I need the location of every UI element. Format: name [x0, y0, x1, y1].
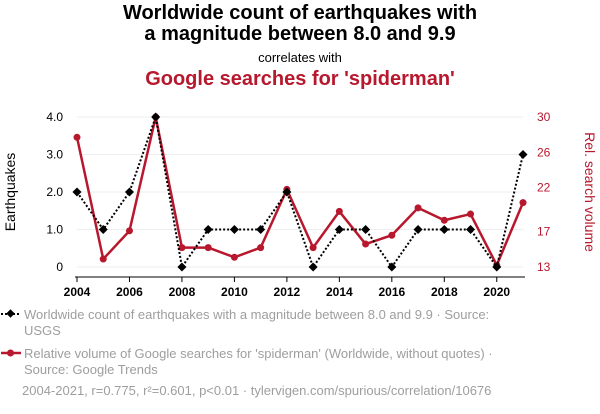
y-right-tick-label: 30 [537, 110, 551, 124]
series-earthquakes-point [177, 262, 187, 272]
series-earthquakes-point [518, 149, 528, 160]
x-tick-label: 2018 [431, 285, 458, 299]
series-searches-line [75, 115, 525, 267]
y-left-tick-label: 2.0 [46, 185, 63, 199]
legend-label-searches: Relative volume of Google searches for '… [24, 346, 493, 377]
correlation-footer: 2004-2021, r=0.775, r²=0.601, p<0.01 · t… [22, 383, 492, 398]
series-searches-point [230, 253, 238, 261]
y-right-tick-label: 26 [537, 145, 551, 159]
series-earthquakes-point [229, 224, 239, 235]
x-tick-label: 2014 [326, 285, 353, 299]
series-searches-point [99, 255, 107, 263]
series-searches-point [125, 227, 133, 235]
series-searches-point [178, 244, 186, 252]
series-earthquakes-point [203, 224, 213, 235]
series-searches-point [73, 133, 81, 141]
y-right-tick-label: 13 [537, 260, 551, 274]
y-left-tick-label: 3.0 [46, 148, 63, 162]
series-earthquakes-point [98, 224, 108, 235]
x-tick-label: 2012 [274, 285, 301, 299]
legend-label-earthquakes: Worldwide count of earthquakes with a ma… [24, 307, 490, 338]
series-searches-point [388, 231, 396, 239]
y-left-tick-label: 4.0 [46, 110, 63, 124]
series-searches-point [309, 244, 317, 252]
chart-title-series-2: Google searches for 'spiderman' [145, 68, 455, 90]
x-tick-label: 2010 [221, 285, 248, 299]
y-left-axis-title: Earthquakes [2, 153, 18, 232]
y-left-tick-label: 1.0 [46, 223, 63, 237]
x-tick-label: 2006 [116, 285, 143, 299]
y-right-axis-title: Rel. search volume [582, 132, 598, 252]
series-earthquakes-point [466, 224, 476, 235]
series-searches-point [519, 199, 527, 207]
y-left-tick-label: 0 [56, 260, 63, 274]
series-searches-point [204, 244, 212, 252]
x-tick-label: 2004 [64, 285, 91, 299]
series-earthquakes-point [439, 224, 449, 235]
x-tick-label: 2020 [483, 285, 510, 299]
correlates-with-label: correlates with [258, 50, 342, 65]
legend-item-searches: Relative volume of Google searches for '… [0, 346, 494, 378]
series-earthquakes-point [334, 224, 344, 235]
series-searches-point [362, 240, 370, 248]
series-earthquakes-point [151, 112, 161, 122]
series-searches-point [335, 207, 343, 215]
x-tick-label: 2016 [378, 285, 405, 299]
series-earthquakes-point [361, 224, 371, 235]
chart-title-line-2: a magnitude between 8.0 and 9.9 [144, 23, 456, 45]
x-tick-label: 2008 [169, 285, 196, 299]
y-right-tick-label: 17 [537, 225, 551, 239]
y-right-tick-label: 22 [537, 181, 551, 195]
chart-plot: 0 1.0 2.0 3.0 4.0 13 17 22 26 30 2004 2006 2008 2010 2… [2, 110, 598, 299]
chart-title-line-1: Worldwide count of earthquakes with [122, 2, 478, 24]
dotted-line-diamond-icon [1, 309, 21, 318]
series-earthquakes-point [124, 187, 134, 197]
series-searches-point [440, 216, 448, 224]
legend-item-earthquakes: Worldwide count of earthquakes with a ma… [0, 307, 494, 339]
series-earthquakes-point [72, 187, 82, 197]
series-earthquakes-point [308, 262, 318, 272]
series-searches-point [467, 210, 475, 218]
solid-line-circle-icon [1, 349, 21, 357]
series-searches-point [257, 244, 265, 252]
series-searches-point [414, 204, 422, 212]
